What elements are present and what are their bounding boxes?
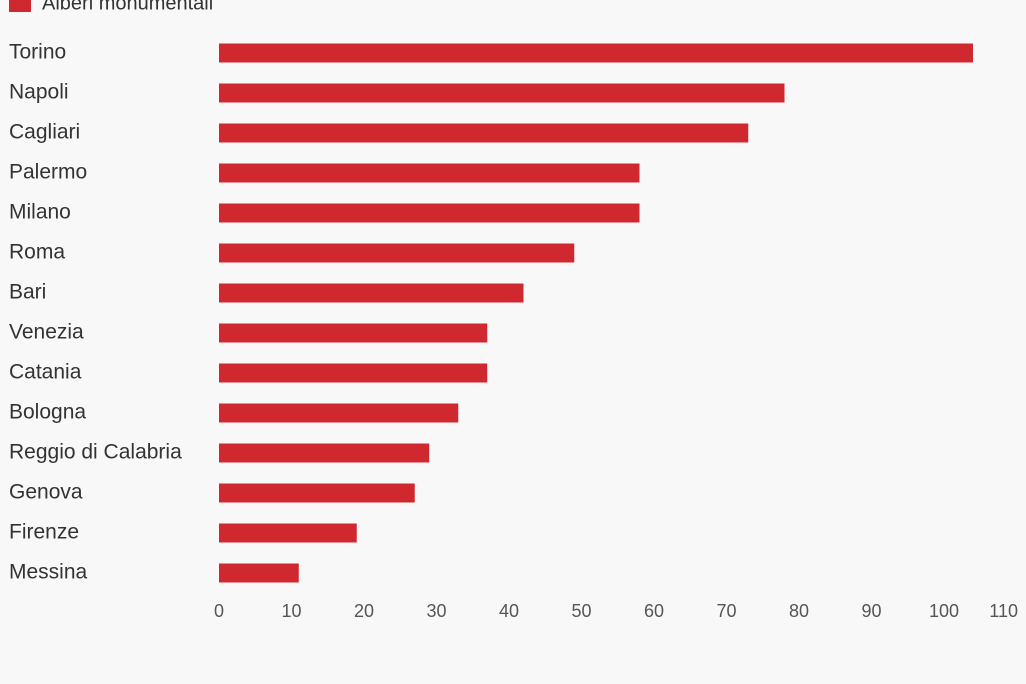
bar bbox=[219, 563, 299, 583]
bar bbox=[219, 483, 415, 503]
y-tick-label: Milano bbox=[9, 201, 71, 224]
bar bbox=[219, 83, 785, 103]
y-tick-label: Venezia bbox=[9, 321, 84, 344]
x-tick-label: 50 bbox=[571, 601, 591, 621]
x-tick-label: 110 bbox=[989, 601, 1018, 621]
x-tick-label: 40 bbox=[499, 601, 519, 621]
bar bbox=[219, 403, 459, 423]
y-tick-label: Messina bbox=[9, 561, 88, 584]
legend-label: Alberi monumentali bbox=[42, 0, 213, 14]
x-tick-label: 30 bbox=[426, 601, 446, 621]
x-tick-label: 20 bbox=[354, 601, 374, 621]
x-tick-label: 60 bbox=[644, 601, 664, 621]
y-tick-label: Cagliari bbox=[9, 121, 80, 144]
x-tick-label: 70 bbox=[716, 601, 736, 621]
bar bbox=[219, 443, 430, 463]
x-tick-label: 100 bbox=[929, 601, 959, 621]
y-tick-label: Bologna bbox=[9, 401, 86, 424]
y-tick-label: Catania bbox=[9, 361, 82, 384]
y-tick-label: Roma bbox=[9, 241, 65, 264]
y-tick-label: Palermo bbox=[9, 161, 87, 184]
y-tick-label: Firenze bbox=[9, 521, 79, 544]
bar bbox=[219, 43, 973, 63]
y-tick-label: Bari bbox=[9, 281, 46, 304]
legend-swatch bbox=[9, 0, 31, 12]
bar bbox=[219, 523, 357, 543]
x-tick-label: 0 bbox=[214, 601, 224, 621]
y-tick-label: Napoli bbox=[9, 81, 69, 104]
x-tick-label: 90 bbox=[861, 601, 881, 621]
bar bbox=[219, 123, 749, 143]
bar bbox=[219, 203, 640, 223]
x-tick-label: 10 bbox=[281, 601, 301, 621]
bar bbox=[219, 243, 575, 263]
y-tick-label: Torino bbox=[9, 41, 66, 64]
y-tick-label: Reggio di Calabria bbox=[9, 441, 182, 464]
bar bbox=[219, 163, 640, 183]
bar bbox=[219, 323, 488, 343]
x-tick-label: 80 bbox=[789, 601, 809, 621]
y-tick-label: Genova bbox=[9, 481, 83, 504]
bar bbox=[219, 363, 488, 383]
bar bbox=[219, 283, 524, 303]
